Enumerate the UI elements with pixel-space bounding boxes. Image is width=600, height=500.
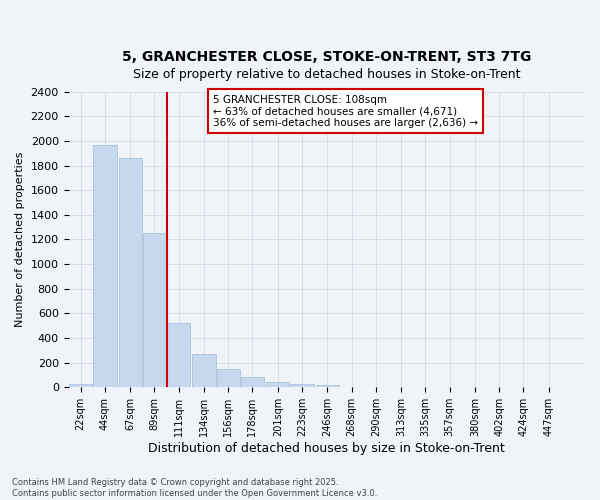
Bar: [316, 386, 339, 388]
Text: 5 GRANCHESTER CLOSE: 108sqm
← 63% of detached houses are smaller (4,671)
36% of : 5 GRANCHESTER CLOSE: 108sqm ← 63% of det…: [213, 94, 478, 128]
Text: Size of property relative to detached houses in Stoke-on-Trent: Size of property relative to detached ho…: [133, 68, 521, 81]
Bar: [143, 234, 166, 388]
Bar: [69, 384, 92, 388]
Bar: [241, 377, 264, 388]
Bar: [193, 354, 215, 388]
Text: Contains HM Land Registry data © Crown copyright and database right 2025.
Contai: Contains HM Land Registry data © Crown c…: [12, 478, 377, 498]
X-axis label: Distribution of detached houses by size in Stoke-on-Trent: Distribution of detached houses by size …: [148, 442, 505, 455]
Bar: [217, 370, 240, 388]
Bar: [290, 384, 314, 388]
Bar: [340, 386, 363, 388]
Bar: [266, 382, 289, 388]
Y-axis label: Number of detached properties: Number of detached properties: [15, 152, 25, 327]
Title: 5, GRANCHESTER CLOSE, STOKE-ON-TRENT, ST3 7TG: 5, GRANCHESTER CLOSE, STOKE-ON-TRENT, ST…: [122, 50, 532, 64]
Bar: [119, 158, 142, 388]
Bar: [167, 324, 190, 388]
Bar: [93, 144, 116, 388]
